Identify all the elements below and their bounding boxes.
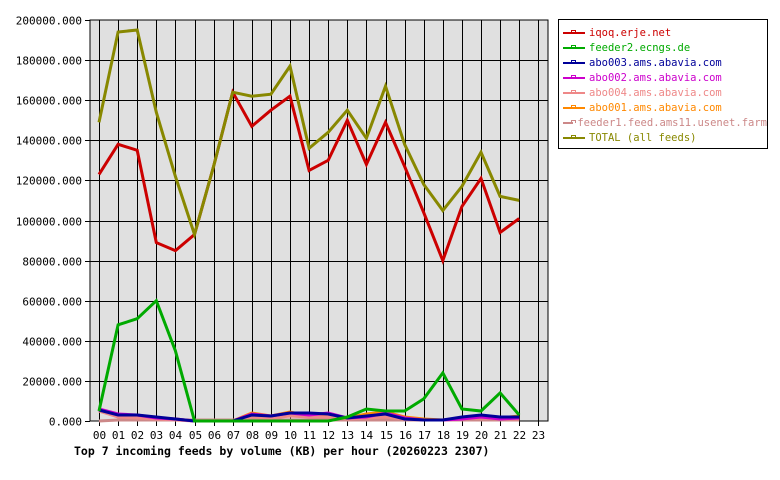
x-tick-label: 03 <box>150 429 163 442</box>
x-tick-label: 18 <box>437 429 450 442</box>
x-tick-label: 06 <box>208 429 221 442</box>
series-line <box>97 28 520 240</box>
x-tick-label: 07 <box>227 429 240 442</box>
legend-swatch-icon <box>563 118 576 128</box>
legend-swatch-icon <box>563 133 585 143</box>
legend-swatch-icon <box>563 88 585 98</box>
legend-swatch-icon <box>563 103 585 113</box>
x-tick-label: 20 <box>475 429 488 442</box>
legend-item: feeder1.feed.ams11.usenet.farm <box>559 115 767 130</box>
x-tick-label: 19 <box>456 429 469 442</box>
legend-swatch-icon <box>563 73 585 83</box>
legend-label: feeder2.ecngs.de <box>589 41 691 54</box>
x-tick-label: 17 <box>418 429 431 442</box>
grid-lines <box>90 20 548 421</box>
y-tick-label: 0.000 <box>49 416 82 429</box>
legend-swatch-icon <box>563 43 585 53</box>
legend-label: abo002.ams.abavia.com <box>589 71 722 84</box>
x-tick-label: 02 <box>131 429 144 442</box>
x-tick-label: 22 <box>513 429 526 442</box>
x-tick-label: 16 <box>399 429 412 442</box>
x-axis: 00 01 02 03 04 05 06 07 08 09 10 11 12 13 14 15 16 17 18 19… <box>93 421 545 442</box>
plot-area <box>89 19 549 422</box>
legend-label: abo004.ams.abavia.com <box>589 86 722 99</box>
series-lines <box>97 28 521 423</box>
legend-item: abo003.ams.abavia.com <box>559 55 767 70</box>
x-tick-label: 08 <box>246 429 259 442</box>
legend-item: feeder2.ecngs.de <box>559 40 767 55</box>
x-tick-label: 01 <box>112 429 125 442</box>
y-tick-label: 60000.000 <box>22 296 82 309</box>
x-tick-label: 23 <box>532 429 545 442</box>
x-tick-label: 15 <box>380 429 393 442</box>
x-tick-label: 05 <box>189 429 202 442</box>
y-tick-label: 180000.000 <box>16 55 82 68</box>
y-tick-label: 160000.000 <box>16 95 82 108</box>
legend-item: iqoq.erje.net <box>559 25 767 40</box>
x-tick-label: 21 <box>494 429 507 442</box>
y-tick-label: 200000.000 <box>16 15 82 28</box>
x-tick-label: 04 <box>169 429 183 442</box>
y-tick-label: 80000.000 <box>22 256 82 269</box>
y-tick-label: 40000.000 <box>22 336 82 349</box>
x-tick-label: 11 <box>303 429 316 442</box>
y-axis: 0.000 20000.000 40000.000 60000.000 80000.00… <box>16 15 90 429</box>
x-tick-label: 00 <box>93 429 106 442</box>
legend-swatch-icon <box>563 58 585 68</box>
legend-item: abo004.ams.abavia.com <box>559 85 767 100</box>
chart-title: Top 7 incoming feeds by volume (KB) per … <box>74 444 489 458</box>
x-tick-label: 13 <box>341 429 354 442</box>
legend-label: abo001.ams.abavia.com <box>589 101 722 114</box>
series-line <box>98 408 520 423</box>
legend-label: abo003.ams.abavia.com <box>589 56 722 69</box>
legend-item: TOTAL (all feeds) <box>559 130 767 145</box>
legend-label: feeder1.feed.ams11.usenet.farm <box>577 116 767 129</box>
x-tick-label: 14 <box>360 429 374 442</box>
legend-item: abo001.ams.abavia.com <box>559 100 767 115</box>
x-tick-label: 10 <box>284 429 297 442</box>
legend-item: abo002.ams.abavia.com <box>559 70 767 85</box>
legend-label: TOTAL (all feeds) <box>589 131 697 144</box>
series-line <box>97 88 521 265</box>
legend-label: iqoq.erje.net <box>589 26 672 39</box>
y-tick-label: 120000.000 <box>16 175 82 188</box>
legend-swatch-icon <box>563 28 585 38</box>
y-tick-label: 100000.000 <box>16 216 82 229</box>
series-line <box>97 298 521 423</box>
legend: iqoq.erje.net feeder2.ecngs.de abo003.ams.… <box>558 19 768 149</box>
x-tick-label: 09 <box>265 429 278 442</box>
y-tick-label: 140000.000 <box>16 135 82 148</box>
x-tick-label: 12 <box>322 429 335 442</box>
y-tick-label: 20000.000 <box>22 376 82 389</box>
